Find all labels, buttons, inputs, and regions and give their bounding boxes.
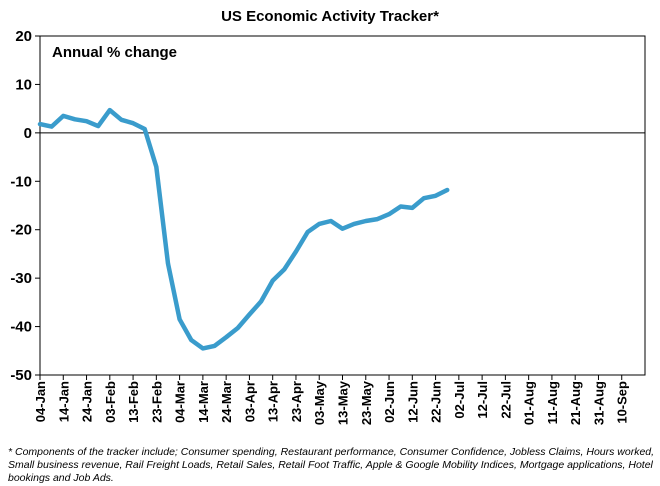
chart-title: US Economic Activity Tracker* xyxy=(221,8,439,25)
x-tick-label: 03-May xyxy=(312,380,327,425)
y-tick-label: -10 xyxy=(10,173,32,190)
x-tick-label: 22-Jun xyxy=(429,381,444,423)
x-tick-label: 13-Apr xyxy=(266,381,281,422)
x-tick-label: 11-Aug xyxy=(545,381,560,424)
x-tick-label: 23-May xyxy=(359,380,374,425)
x-tick-label: 04-Mar xyxy=(173,381,188,423)
x-tick-label: 02-Jun xyxy=(382,381,397,423)
x-tick-label: 10-Sep xyxy=(615,381,630,424)
y-ticks: 20 10 0 -10 -20 -30 -40 -50 xyxy=(10,28,40,384)
x-tick-label: 23-Feb xyxy=(149,381,164,423)
y-tick-label: 0 xyxy=(24,125,32,142)
x-tick-label: 31-Aug xyxy=(591,381,606,425)
x-tick-label: 23-Apr xyxy=(289,381,304,422)
x-tick-label: 14-Mar xyxy=(196,381,211,423)
y-tick-label: -20 xyxy=(10,222,32,239)
plot-frame xyxy=(39,35,646,376)
y-tick-label: 20 xyxy=(15,28,32,45)
x-tick-label: 13-May xyxy=(336,380,351,425)
footnote: * Components of the tracker include; Con… xyxy=(8,446,655,484)
x-tick-label: 24-Mar xyxy=(219,381,234,423)
series-line xyxy=(37,107,450,351)
x-tick-label: 24-Jan xyxy=(80,381,95,422)
x-tick-label: 21-Aug xyxy=(568,381,583,425)
x-tick-label: 14-Jan xyxy=(56,381,71,422)
y-axis-label: Annual % change xyxy=(52,44,177,61)
x-tick-label: 03-Feb xyxy=(103,381,118,423)
chart: US Economic Activity Tracker* Annual % c… xyxy=(10,8,646,425)
y-tick-label: -40 xyxy=(10,319,32,336)
y-tick-label: -30 xyxy=(10,270,32,287)
x-ticks: 04-Jan 14-Jan 24-Jan 03-Feb 13-Feb 23-Feb 04-M… xyxy=(33,375,630,425)
x-tick-label: 03-Apr xyxy=(242,381,257,422)
x-tick-label: 22-Jul xyxy=(498,381,513,419)
x-tick-label: 12-Jul xyxy=(475,381,490,419)
y-tick-label: -50 xyxy=(10,367,32,384)
x-tick-label: 12-Jun xyxy=(405,381,420,423)
x-tick-label: 13-Feb xyxy=(126,381,141,423)
x-tick-label: 02-Jul xyxy=(452,381,467,419)
y-tick-label: 10 xyxy=(15,76,32,93)
x-tick-label: 04-Jan xyxy=(33,381,48,422)
x-tick-label: 01-Aug xyxy=(522,381,537,425)
